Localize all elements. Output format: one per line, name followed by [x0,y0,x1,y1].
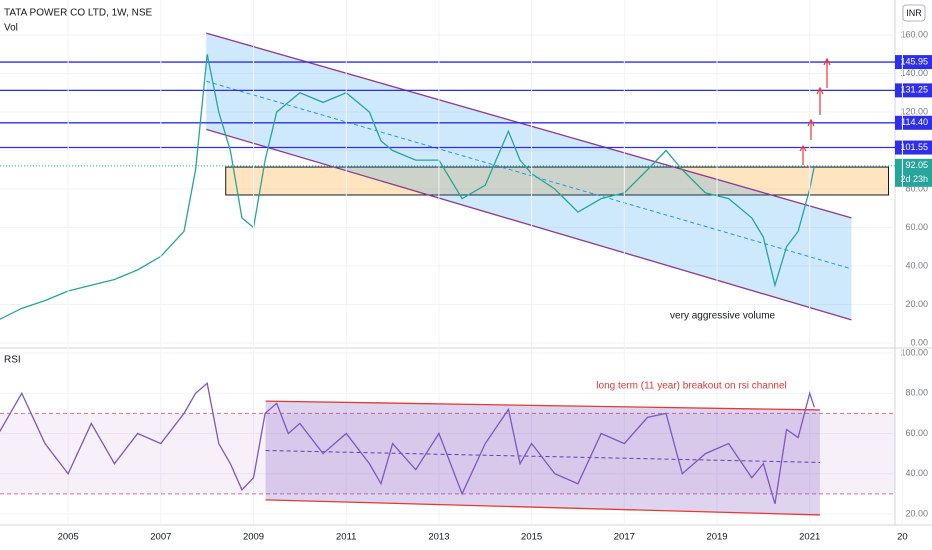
volume-label: Vol [4,23,18,34]
y-tick-label: 100.00 [900,347,928,357]
x-tick-label: 2011 [336,532,356,543]
rsi-title: RSI [4,355,21,366]
last-price-box [895,158,932,187]
level-label: 145.95 [900,56,928,66]
countdown: 2d 23h [900,174,928,184]
level-label: 131.25 [900,85,928,95]
level-label: 114.40 [901,117,928,127]
level-box [895,55,932,70]
series-line [0,381,815,505]
y-tick-label: 60.00 [905,222,928,232]
x-tick-label: 2015 [521,532,542,543]
x-tick-label: 2021 [799,532,820,543]
y-tick-label: 140.00 [900,68,928,78]
y-tick-label: 60.00 [905,428,928,438]
annotation: very aggressive volume [670,311,775,322]
annotation: long term (11 year) breakout on rsi chan… [596,381,786,392]
x-tick-label: 2005 [58,532,79,543]
y-tick-label: 0.00 [910,337,928,347]
channel-midline [265,449,820,463]
y-tick-label: 40.00 [905,260,928,270]
x-tick-label: 2019 [706,532,727,543]
y-tick-label: 80.00 [905,183,928,193]
arrows [799,57,831,165]
zone [225,166,890,196]
y-tick-label: 20.00 [905,508,928,518]
rsi-band [0,413,895,494]
currency: INR [906,8,922,18]
channel-edge [265,499,820,516]
arrow [799,144,807,165]
x-tick-label: 2013 [428,532,449,543]
x-tick-label: 2007 [150,532,171,543]
channel-edge [206,128,852,321]
arrow [816,86,824,115]
level-box [895,140,932,155]
last-price-label: 92.05 [905,160,928,170]
y-tick-label: 120.00 [900,106,928,116]
level-box [895,115,932,130]
x-tick-label: 20 [897,532,908,543]
series-line [0,54,815,320]
channel [206,33,852,320]
arrow [807,118,815,140]
level-box [895,83,932,98]
x-tick-label: 2017 [614,532,635,543]
level-label: 101.55 [900,142,928,152]
y-tick-label: 160.00 [900,29,928,39]
arrow [823,57,831,88]
y-tick-label: 80.00 [905,388,928,398]
channel-edge [206,32,852,219]
chart-title: TATA POWER CO LTD, 1W, NSE [4,8,152,19]
x-tick-label: 2009 [243,532,264,543]
channel-edge [265,400,820,411]
y-tick-label: 20.00 [905,299,928,309]
currency-box[interactable] [902,4,926,22]
y-tick-label: 40.00 [905,468,928,478]
annotation-box [667,308,779,324]
